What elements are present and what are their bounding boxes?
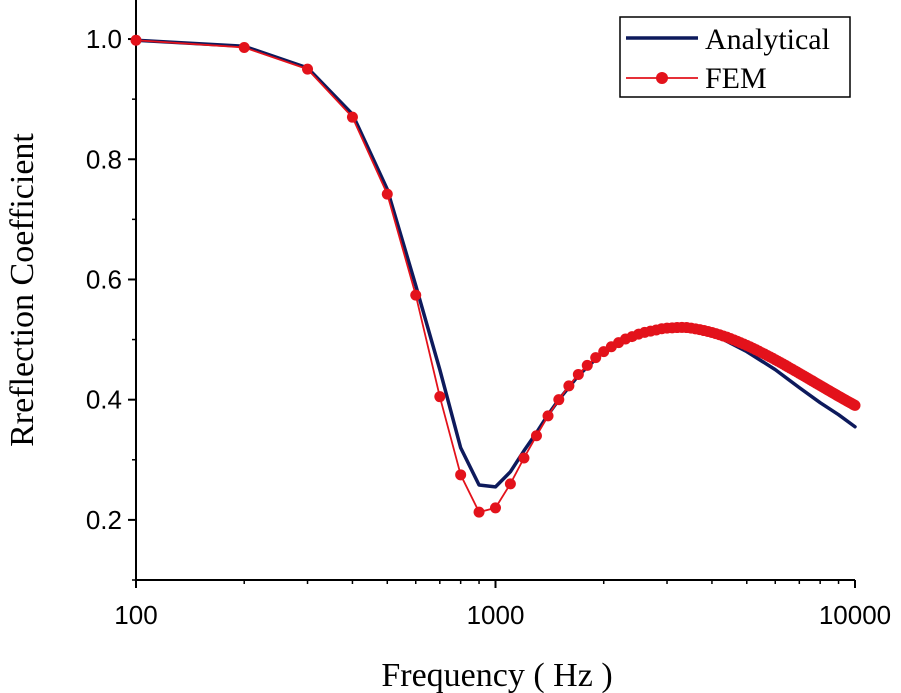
data-point-fem [381, 188, 393, 200]
legend-label-fem: FEM [705, 62, 767, 95]
data-point-fem [581, 359, 593, 371]
legend-box [619, 16, 851, 98]
x-tick-label: 10000 [819, 600, 891, 630]
data-point-fem [504, 478, 516, 490]
data-point-fem [563, 380, 575, 392]
y-tick-label: 0.2 [86, 505, 122, 535]
data-point-fem [572, 368, 584, 380]
data-point-fem [490, 502, 501, 514]
data-point-fem [130, 34, 142, 46]
y-tick-label: 0.4 [86, 385, 122, 415]
legend: Analytical FEM [619, 16, 851, 98]
data-point-fem [542, 410, 554, 422]
data-point-fem [434, 391, 446, 403]
data-point-fem [302, 63, 314, 75]
data-point-fem [849, 399, 861, 411]
legend-marker-fem [656, 72, 668, 84]
data-point-fem [346, 111, 358, 123]
y-tick-label: 0.8 [86, 144, 122, 174]
x-tick-label: 100 [114, 600, 157, 630]
legend-label-analytical: Analytical [705, 23, 830, 56]
data-point-fem [410, 289, 422, 301]
series-line-analytical [134, 38, 857, 489]
series-line-fem [135, 39, 856, 513]
data-point-fem [238, 41, 250, 53]
y-tick-label: 0.6 [86, 264, 122, 294]
y-axis-title: Rreflection Coefficient [4, 133, 41, 447]
data-point-fem [518, 452, 530, 464]
data-point-fem [455, 469, 467, 481]
x-tick-label: 1000 [467, 600, 525, 630]
x-axis-title: Frequency ( Hz ) [381, 657, 612, 693]
data-point-fem [590, 352, 602, 364]
y-tick-label: 1.0 [86, 24, 122, 54]
data-point-fem [553, 394, 565, 406]
data-point-fem [530, 430, 542, 442]
data-point-fem [473, 506, 485, 518]
